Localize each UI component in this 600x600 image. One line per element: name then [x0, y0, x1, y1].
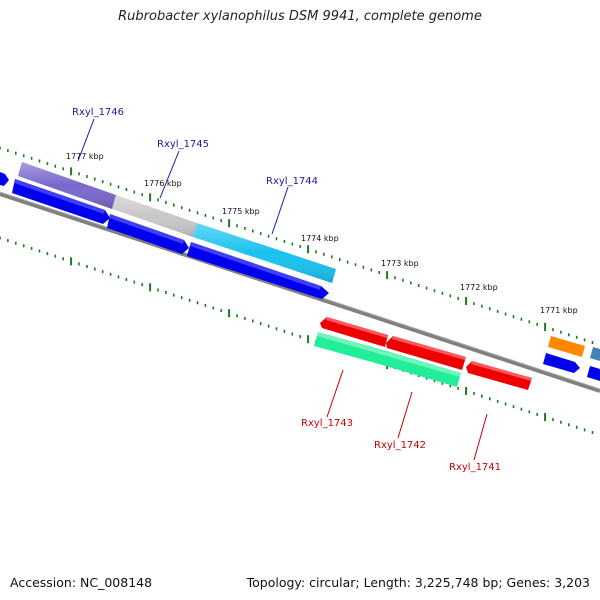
gene-rxyl-1742-upper-highlight	[392, 336, 466, 360]
kbp-label-1775: 1775 kbp	[222, 207, 260, 216]
gene-label-rxyl-1743[interactable]: Rxyl_1743	[301, 418, 353, 429]
kbp-label-1774: 1774 kbp	[301, 234, 339, 243]
genome-backbone	[0, 192, 600, 393]
gene-rxyl-1742-upper[interactable]	[386, 336, 466, 370]
tick-row-upper	[0, 146, 594, 344]
accession-text: Accession: NC_008148	[10, 575, 153, 590]
gene-steelblue-right-edge[interactable]	[590, 347, 600, 361]
cds-arrow-1744-highlight	[190, 242, 321, 290]
label-leader-1746	[77, 118, 95, 162]
kbp-label-1777: 1777 kbp	[66, 152, 104, 161]
label-leader-1745	[159, 150, 180, 199]
cds-arrow-right-lower[interactable]	[543, 353, 580, 373]
cds-arrow-left-edge[interactable]	[0, 172, 9, 186]
gene-rxyl-1745-shade	[112, 195, 197, 237]
gene-rxyl-1743-upper[interactable]	[320, 317, 388, 347]
gene-rxyl-1741[interactable]	[466, 361, 532, 390]
gene-rxyl-1742[interactable]	[379, 350, 461, 387]
cds-arrow-right-edge[interactable]	[587, 366, 600, 381]
label-leader-1741	[473, 413, 488, 461]
kbp-label-1773: 1773 kbp	[381, 259, 419, 268]
genome-title: Rubrobacter xylanophilus DSM 9941, compl…	[118, 9, 482, 24]
label-leader-1744	[271, 186, 289, 235]
kbp-label-1772: 1772 kbp	[460, 283, 498, 292]
cds-arrow-1746-highlight	[14, 179, 105, 214]
genome-info-text: Topology: circular; Length: 3,225,748 bp…	[246, 575, 590, 590]
gene-rxyl-1742-highlight	[317, 332, 461, 377]
kbp-label-1776: 1776 kbp	[144, 179, 182, 188]
gene-rxyl-1743-highlight	[326, 317, 388, 338]
cds-arrow-1745-highlight	[109, 214, 184, 244]
gene-orange-right[interactable]	[548, 336, 585, 357]
gene-rxyl-1746-shade	[18, 162, 116, 209]
kbp-label-1771: 1771 kbp	[540, 306, 578, 315]
gene-rxyl-1741-highlight	[471, 361, 532, 381]
gene-label-rxyl-1745[interactable]: Rxyl_1745	[157, 139, 209, 150]
label-leader-1743	[326, 369, 344, 418]
gene-label-rxyl-1746[interactable]: Rxyl_1746	[72, 107, 124, 118]
label-leader-1742	[397, 391, 413, 439]
gene-label-rxyl-1741[interactable]: Rxyl_1741	[449, 462, 501, 473]
gene-rxyl-1743[interactable]	[314, 332, 383, 364]
gene-rxyl-1744-shade	[193, 223, 336, 283]
gene-label-rxyl-1742[interactable]: Rxyl_1742	[374, 440, 426, 451]
gene-label-rxyl-1744[interactable]: Rxyl_1744	[266, 176, 318, 187]
